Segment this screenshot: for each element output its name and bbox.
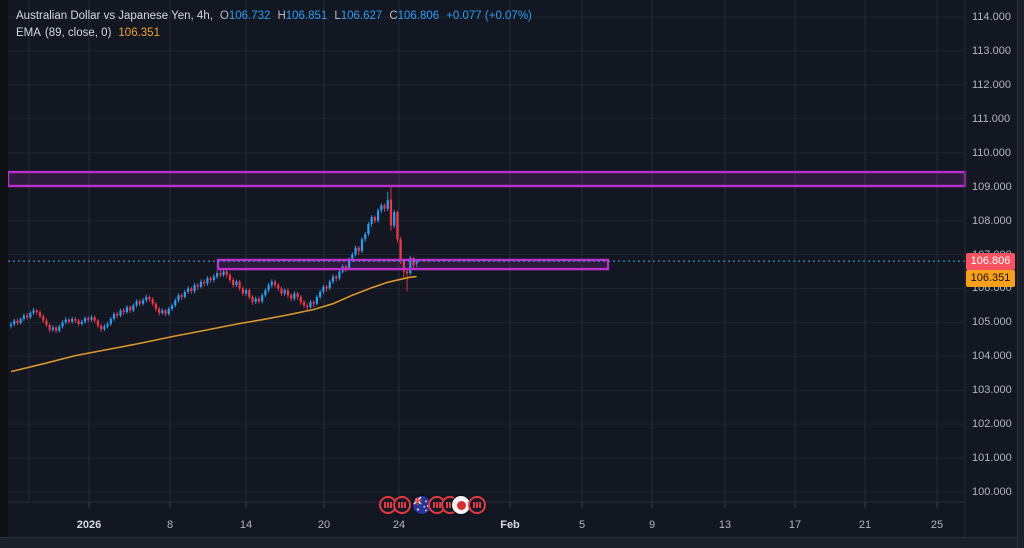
ema-params: (89, close, 0): [44, 27, 112, 39]
grid-lines: [8, 0, 965, 502]
chart-legend: Australian Dollar vs Japanese Yen, 4h, O1…: [16, 8, 532, 42]
price-tick-label: 109.000: [972, 180, 1012, 193]
time-tick-label: 9: [648, 519, 656, 531]
economic-event-icon[interactable]: [393, 496, 411, 514]
open-value: 106.732: [228, 10, 271, 22]
low-label: L: [334, 10, 341, 22]
time-tick-label: 5: [578, 519, 586, 531]
upper-resistance-zone: [6, 170, 967, 188]
last-price-badge: 106.806: [966, 253, 1015, 270]
ema-name: EMA: [16, 27, 41, 39]
ema-value-badge: 106.351: [966, 270, 1015, 287]
candlestick-series: [9, 186, 418, 334]
low-value: 106.627: [340, 10, 383, 22]
symbol-legend-row[interactable]: Australian Dollar vs Japanese Yen, 4h, O1…: [16, 8, 532, 25]
time-tick-label: 13: [718, 519, 732, 531]
economic-event-icon[interactable]: [468, 496, 486, 514]
price-tick-label: 100.000: [972, 486, 1012, 499]
left-margin-strip: [0, 0, 8, 537]
symbol-title: Australian Dollar vs Japanese Yen, 4h,: [16, 10, 213, 22]
price-tick-label: 111.000: [972, 112, 1011, 125]
high-label: H: [277, 10, 286, 22]
time-tick-label: 2026: [76, 519, 102, 531]
window-bottom-frame: [0, 537, 1024, 548]
close-label: C: [389, 10, 398, 22]
time-tick-label: 8: [166, 519, 174, 531]
change-value: +0.077 (+0.07%): [446, 10, 532, 22]
time-tick-label: 24: [392, 519, 406, 531]
broken-resistance-zone: [216, 258, 610, 271]
price-tick-label: 104.000: [972, 350, 1012, 363]
open-label: O: [219, 10, 229, 22]
time-tick-label: 20: [317, 519, 331, 531]
price-tick-label: 114.000: [972, 11, 1011, 23]
time-tick-label: Feb: [500, 519, 520, 531]
close-value: 106.806: [397, 10, 440, 22]
time-tick-label: 17: [788, 519, 802, 531]
japan-flag-sun: [456, 500, 466, 510]
price-tick-label: 110.000: [972, 146, 1011, 159]
price-tick-label: 108.000: [972, 214, 1012, 227]
price-tick-label: 103.000: [972, 384, 1012, 397]
price-tick-label: 112.000: [972, 78, 1011, 91]
time-tick-label: 14: [239, 519, 253, 531]
price-tick-label: 113.000: [972, 44, 1011, 57]
price-tick-label: 102.000: [972, 418, 1012, 431]
high-value: 106.851: [285, 10, 328, 22]
australia-flag-icon[interactable]: [412, 495, 432, 515]
time-tick-label: 21: [858, 519, 872, 531]
ema-legend-value: 106.351: [118, 27, 160, 39]
window-right-frame: [1017, 0, 1024, 548]
time-tick-label: 25: [930, 519, 944, 531]
ema-legend-row[interactable]: EMA (89, close, 0) 106.351: [16, 25, 532, 42]
price-tick-label: 105.000: [972, 316, 1012, 329]
price-tick-label: 101.000: [972, 452, 1012, 465]
ema-line: [10, 275, 417, 373]
